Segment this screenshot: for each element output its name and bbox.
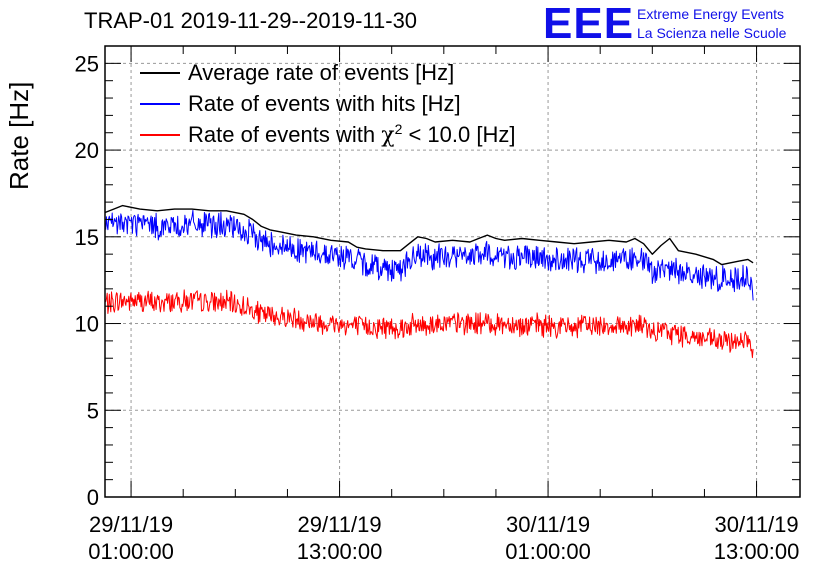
legend-swatch-hits xyxy=(140,103,180,105)
y-axis-label: Rate [Hz] xyxy=(4,81,34,190)
series-line-2 xyxy=(104,289,754,359)
grid-lines xyxy=(105,46,800,497)
y-tick-label: 0 xyxy=(87,485,99,510)
eee-logo: EEE xyxy=(543,0,635,48)
legend-chi-symbol: χ xyxy=(381,123,395,148)
axes: 051015202529/11/1901:00:0029/11/1913:00:… xyxy=(75,45,800,564)
x-tick-label-time: 01:00:00 xyxy=(505,539,591,564)
chart-title: TRAP-01 2019-11-29--2019-11-30 xyxy=(84,8,418,33)
y-tick-label: 5 xyxy=(87,398,99,423)
y-tick-label: 25 xyxy=(75,51,99,76)
x-tick-label-date: 30/11/19 xyxy=(506,512,590,537)
series-layer xyxy=(104,204,754,359)
legend-chi-superscript: 2 xyxy=(394,121,403,137)
x-tick-label-time: 13:00:00 xyxy=(714,539,800,564)
legend-label-average: Average rate of events [Hz] xyxy=(188,60,455,85)
x-tick-label-time: 13:00:00 xyxy=(297,539,383,564)
x-tick-label-date: 29/11/19 xyxy=(89,512,173,537)
y-tick-label: 20 xyxy=(75,138,99,163)
y-tick-label: 10 xyxy=(75,312,99,337)
legend-label-hits: Rate of events with hits [Hz] xyxy=(188,91,461,116)
series-line-0 xyxy=(104,204,754,266)
y-tick-label: 15 xyxy=(75,225,99,250)
x-tick-label-time: 01:00:00 xyxy=(88,539,174,564)
x-tick-label-date: 30/11/19 xyxy=(715,512,799,537)
legend-chi2-suffix: < 10.0 [Hz] xyxy=(402,122,516,147)
x-tick-label-date: 29/11/19 xyxy=(298,512,382,537)
legend-chi2-prefix: Rate of events with xyxy=(188,122,382,147)
logo-line-2: La Scienza nelle Scuole xyxy=(637,25,787,41)
legend-swatch-chi2 xyxy=(140,134,180,136)
series-line-1 xyxy=(104,209,754,301)
legend-swatch-average xyxy=(140,72,180,74)
legend-label-chi2: Rate of events with χ2 < 10.0 [Hz] xyxy=(188,121,516,148)
logo-line-1: Extreme Energy Events xyxy=(637,6,785,22)
